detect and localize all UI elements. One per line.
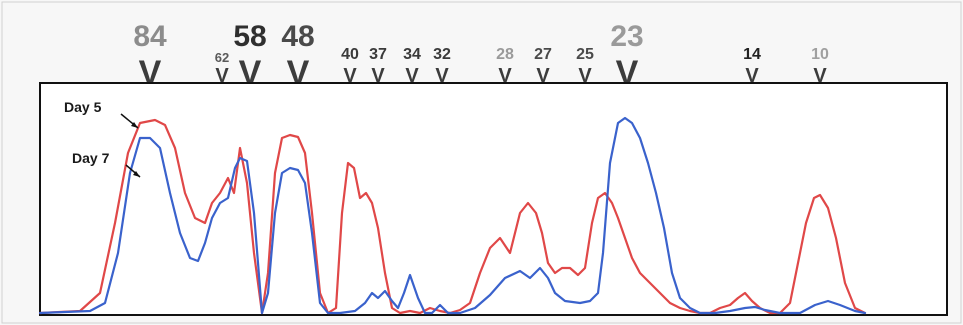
marker-arrow-28: V <box>498 65 512 87</box>
marker-arrow-62: V <box>215 65 229 87</box>
marker-label-25: 25 <box>576 46 594 63</box>
day5-pointer-arrowhead <box>131 122 138 128</box>
day5-label: Day 5 <box>64 99 102 115</box>
day7-pointer-arrowhead <box>133 171 140 177</box>
marker-arrow-34: V <box>405 65 419 87</box>
marker-label-37: 37 <box>369 46 387 63</box>
marker-label-58: 58 <box>233 20 266 53</box>
series-line-day-7 <box>38 116 867 315</box>
marker-label-14: 14 <box>743 46 761 63</box>
marker-label-10: 10 <box>811 46 829 63</box>
marker-arrow-27: V <box>536 65 550 87</box>
marker-label-62: 62 <box>215 50 229 65</box>
marker-label-23: 23 <box>610 20 643 53</box>
marker-label-27: 27 <box>534 46 552 63</box>
marker-arrow-14: V <box>745 65 759 87</box>
marker-label-34: 34 <box>403 46 421 63</box>
marker-arrow-32: V <box>435 65 449 87</box>
marker-label-32: 32 <box>433 46 451 63</box>
day7-label: Day 7 <box>72 150 110 166</box>
marker-arrow-37: V <box>371 65 385 87</box>
marker-label-48: 48 <box>281 20 314 53</box>
marker-arrow-25: V <box>578 65 592 87</box>
plot-frame <box>39 82 948 316</box>
marker-arrow-40: V <box>343 65 357 87</box>
series-line-day-5 <box>38 118 867 315</box>
series-layer <box>38 116 867 315</box>
marker-arrow-10: V <box>813 65 827 87</box>
marker-label-28: 28 <box>496 46 514 63</box>
marker-label-84: 84 <box>133 20 167 53</box>
marker-label-40: 40 <box>341 46 359 63</box>
